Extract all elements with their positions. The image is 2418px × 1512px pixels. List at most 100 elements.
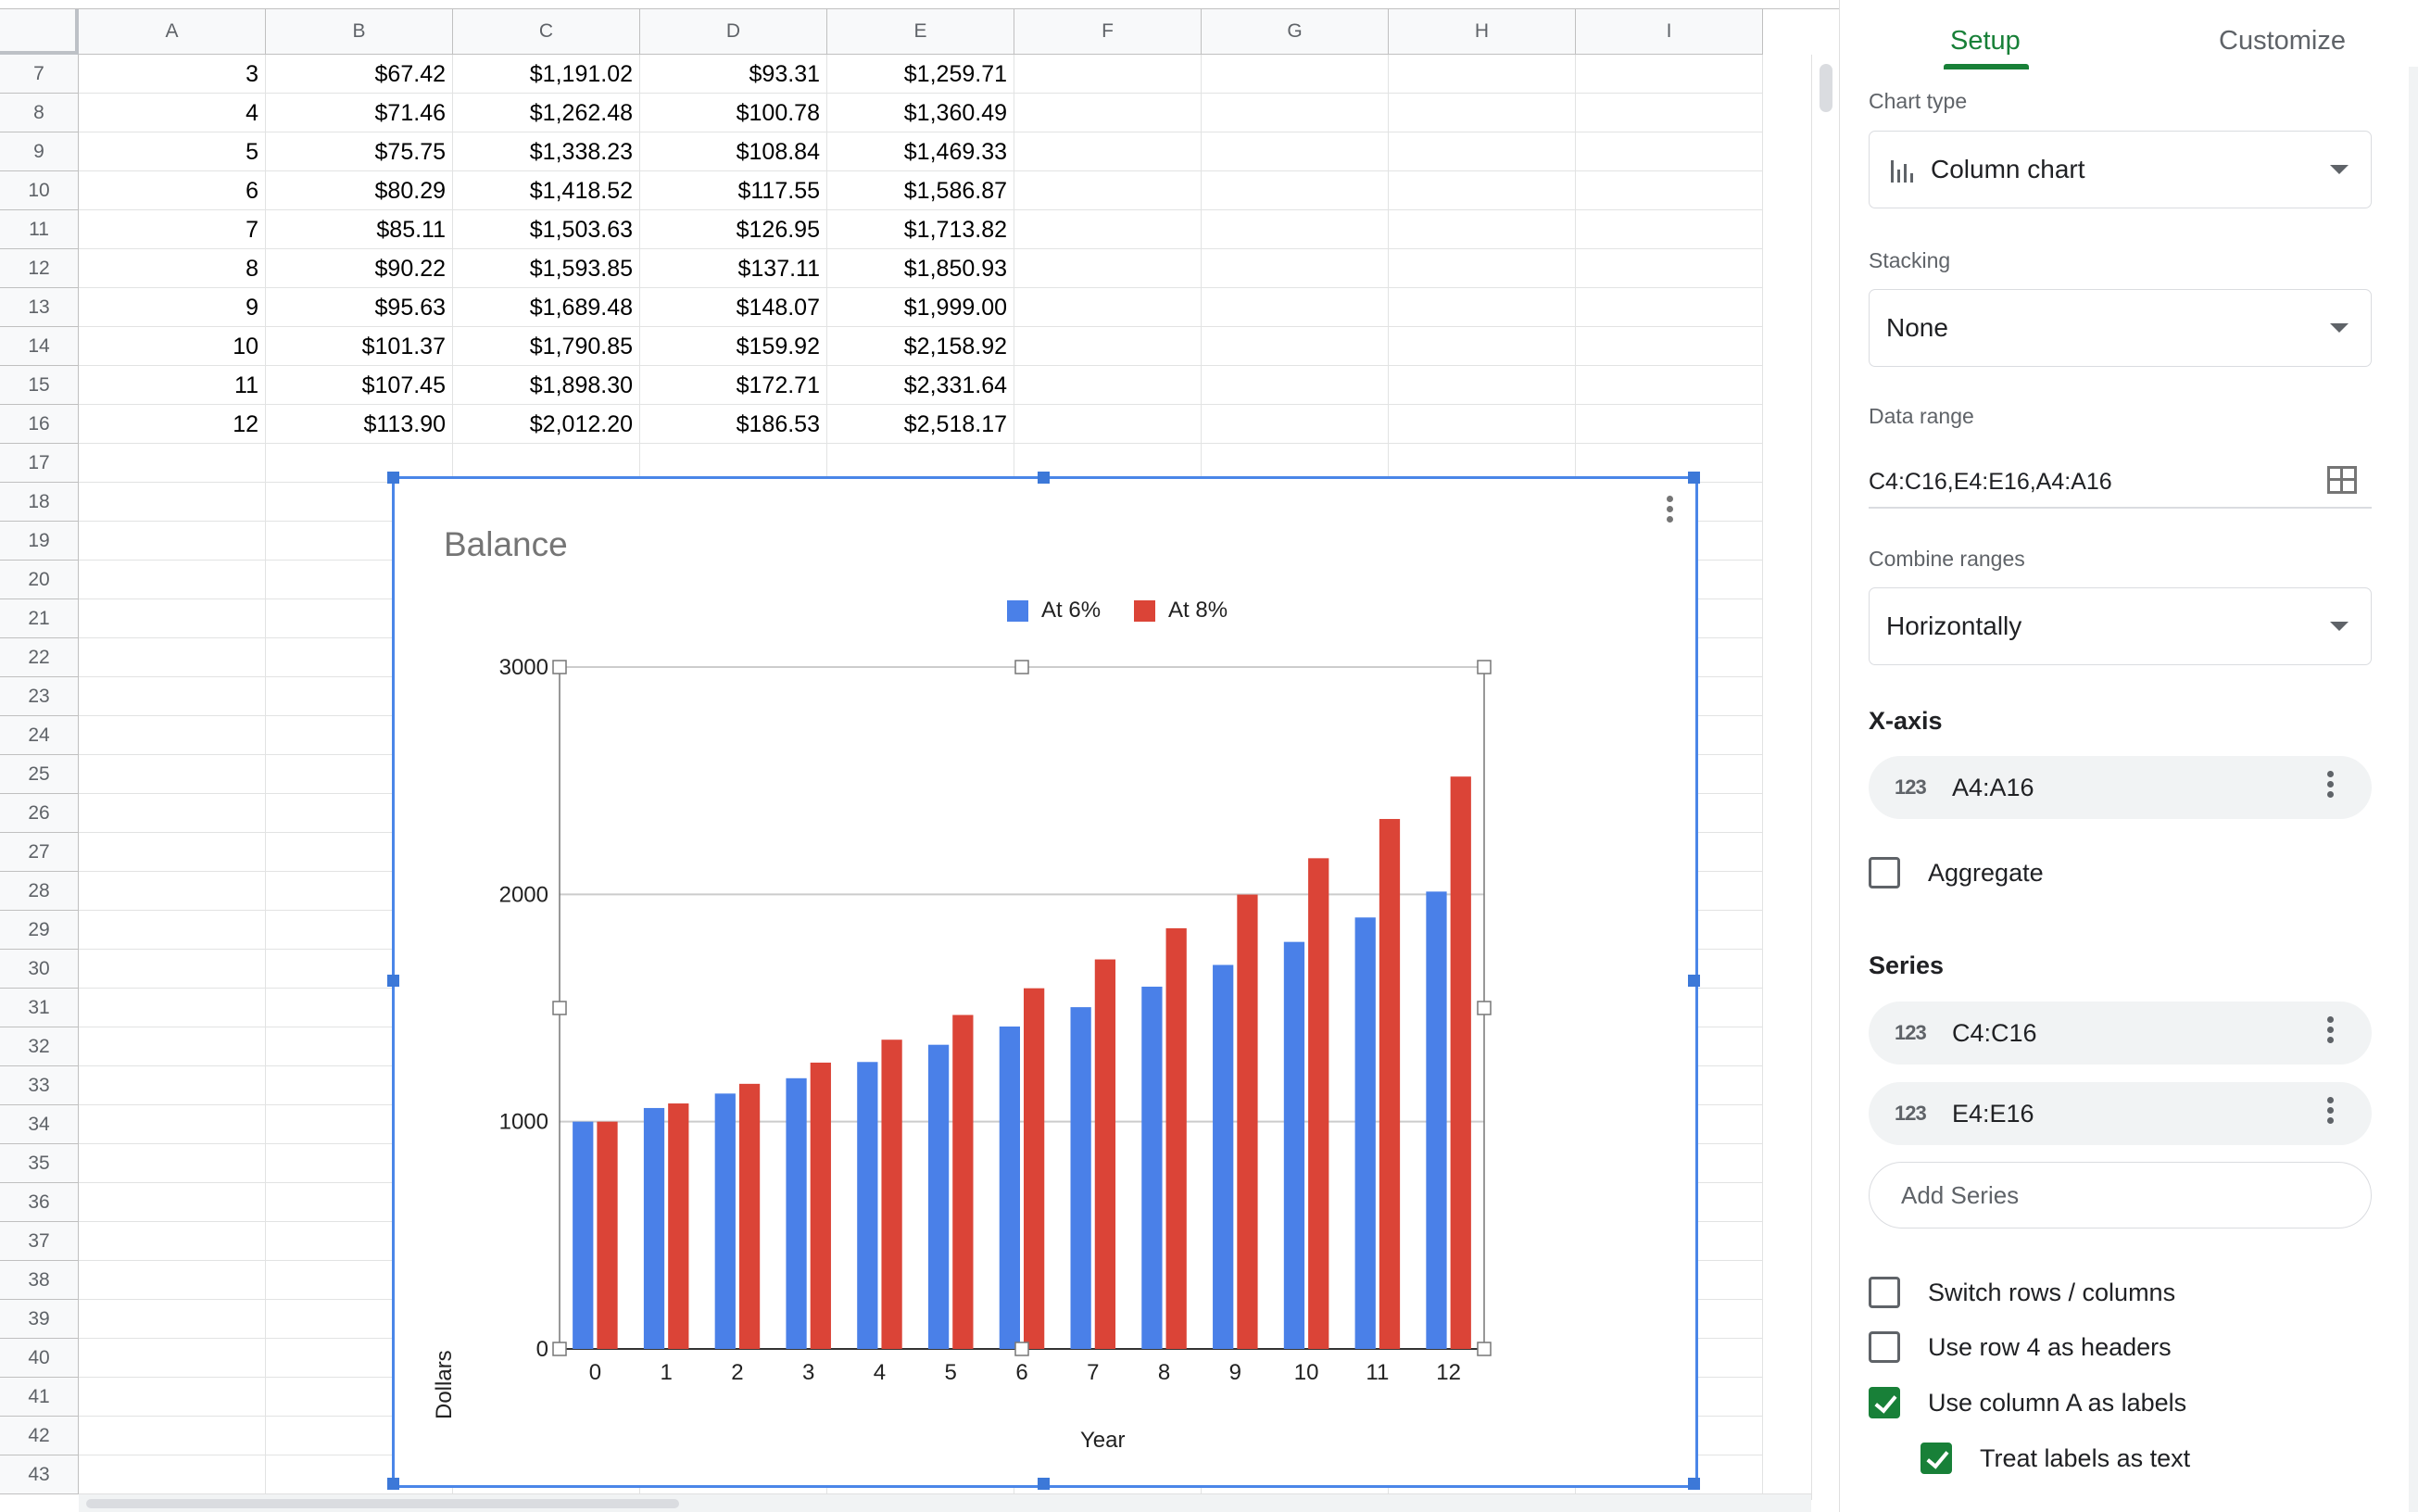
cell[interactable] <box>79 872 266 911</box>
row-header[interactable]: 9 <box>0 132 79 171</box>
cell[interactable] <box>1389 55 1576 94</box>
row-header[interactable]: 27 <box>0 833 79 872</box>
chart-more-icon[interactable] <box>1660 492 1679 529</box>
cell[interactable]: 9 <box>79 288 266 327</box>
cell[interactable] <box>79 1339 266 1378</box>
cell[interactable]: $1,790.85 <box>453 327 640 366</box>
cell[interactable]: $1,898.30 <box>453 366 640 405</box>
vertical-scroll-thumb[interactable] <box>1820 64 1832 112</box>
cell[interactable]: $137.11 <box>640 249 827 288</box>
row-header[interactable]: 15 <box>0 366 79 405</box>
row-header[interactable]: 13 <box>0 288 79 327</box>
horizontal-scrollbar[interactable] <box>79 1493 1811 1512</box>
row-header[interactable]: 26 <box>0 794 79 833</box>
column-header-b[interactable]: B <box>266 9 453 55</box>
cell[interactable] <box>1014 55 1202 94</box>
column-header-i[interactable]: I <box>1576 9 1763 55</box>
cell[interactable] <box>1014 327 1202 366</box>
cell[interactable]: 3 <box>79 55 266 94</box>
row-header[interactable]: 35 <box>0 1144 79 1183</box>
cell[interactable]: 7 <box>79 210 266 249</box>
embedded-chart[interactable]: Balance At 6% At 8% 0 1000 2000 3000 0 1 2 3 4 5 6… <box>387 472 1700 1490</box>
cell[interactable]: $1,850.93 <box>827 249 1014 288</box>
cell[interactable] <box>1389 405 1576 444</box>
cell[interactable] <box>79 755 266 794</box>
row-header[interactable]: 36 <box>0 1183 79 1222</box>
option-row[interactable]: Switch rows / columns <box>1869 1277 2175 1308</box>
row-header[interactable]: 24 <box>0 716 79 755</box>
cell[interactable] <box>1014 171 1202 210</box>
series-chip[interactable]: 123 E4:E16 <box>1869 1082 2372 1145</box>
option-row[interactable]: Treat labels as text <box>1921 1443 2190 1474</box>
cell[interactable] <box>1576 55 1763 94</box>
cell[interactable]: $113.90 <box>266 405 453 444</box>
cell[interactable] <box>79 522 266 561</box>
column-header-a[interactable]: A <box>79 9 266 55</box>
row-header[interactable]: 37 <box>0 1222 79 1261</box>
option-checkbox[interactable] <box>1869 1277 1900 1308</box>
cell[interactable] <box>79 561 266 599</box>
cell[interactable] <box>1576 327 1763 366</box>
cell[interactable]: 4 <box>79 94 266 132</box>
stacking-dropdown[interactable]: None <box>1869 289 2372 367</box>
row-header[interactable]: 31 <box>0 989 79 1027</box>
row-header[interactable]: 25 <box>0 755 79 794</box>
cell[interactable]: $101.37 <box>266 327 453 366</box>
chart-resize-handle[interactable] <box>1688 1478 1700 1490</box>
cell[interactable] <box>1389 94 1576 132</box>
row-header[interactable]: 11 <box>0 210 79 249</box>
data-range-input[interactable]: C4:C16,E4:E16,A4:A16 <box>1869 457 2372 509</box>
cell[interactable]: $67.42 <box>266 55 453 94</box>
cell[interactable] <box>79 911 266 950</box>
cell[interactable]: $159.92 <box>640 327 827 366</box>
more-options-icon[interactable] <box>2327 1097 2335 1128</box>
cell[interactable] <box>79 716 266 755</box>
x-axis-range-chip[interactable]: 123 A4:A16 <box>1869 756 2372 819</box>
column-header-d[interactable]: D <box>640 9 827 55</box>
row-header[interactable]: 12 <box>0 249 79 288</box>
row-header[interactable]: 41 <box>0 1378 79 1417</box>
chart-resize-handle[interactable] <box>1688 975 1700 987</box>
row-header[interactable]: 30 <box>0 950 79 989</box>
cell[interactable] <box>1389 249 1576 288</box>
row-header[interactable]: 19 <box>0 522 79 561</box>
row-header[interactable]: 22 <box>0 638 79 677</box>
row-header[interactable]: 10 <box>0 171 79 210</box>
cell[interactable]: $2,331.64 <box>827 366 1014 405</box>
row-header[interactable]: 38 <box>0 1261 79 1300</box>
cell[interactable] <box>1576 405 1763 444</box>
cell[interactable]: $1,338.23 <box>453 132 640 171</box>
cell[interactable] <box>79 794 266 833</box>
cell[interactable]: $2,012.20 <box>453 405 640 444</box>
cell[interactable]: $80.29 <box>266 171 453 210</box>
cell[interactable]: $108.84 <box>640 132 827 171</box>
row-header[interactable]: 32 <box>0 1027 79 1066</box>
cell[interactable] <box>79 989 266 1027</box>
cell[interactable]: $1,503.63 <box>453 210 640 249</box>
cell[interactable]: $1,360.49 <box>827 94 1014 132</box>
cell[interactable] <box>1202 288 1389 327</box>
cell[interactable] <box>79 599 266 638</box>
option-checkbox[interactable] <box>1869 1387 1900 1418</box>
row-header[interactable]: 40 <box>0 1339 79 1378</box>
cell[interactable] <box>79 444 266 483</box>
cell[interactable] <box>1014 366 1202 405</box>
cell[interactable] <box>79 1027 266 1066</box>
cell[interactable] <box>1014 405 1202 444</box>
cell[interactable]: $1,262.48 <box>453 94 640 132</box>
cell[interactable]: $172.71 <box>640 366 827 405</box>
cell[interactable] <box>79 1066 266 1105</box>
row-header[interactable]: 8 <box>0 94 79 132</box>
cell[interactable]: $107.45 <box>266 366 453 405</box>
add-series-button[interactable]: Add Series <box>1869 1162 2372 1228</box>
tab-setup[interactable]: Setup <box>1950 26 2021 56</box>
series-chip[interactable]: 123 C4:C16 <box>1869 1002 2372 1065</box>
cell[interactable] <box>79 1417 266 1455</box>
more-options-icon[interactable] <box>2327 1016 2335 1047</box>
row-header[interactable]: 28 <box>0 872 79 911</box>
chart-resize-handle[interactable] <box>387 975 399 987</box>
cell[interactable] <box>1576 94 1763 132</box>
cell[interactable]: $1,418.52 <box>453 171 640 210</box>
row-header[interactable]: 39 <box>0 1300 79 1339</box>
cell[interactable] <box>1576 288 1763 327</box>
